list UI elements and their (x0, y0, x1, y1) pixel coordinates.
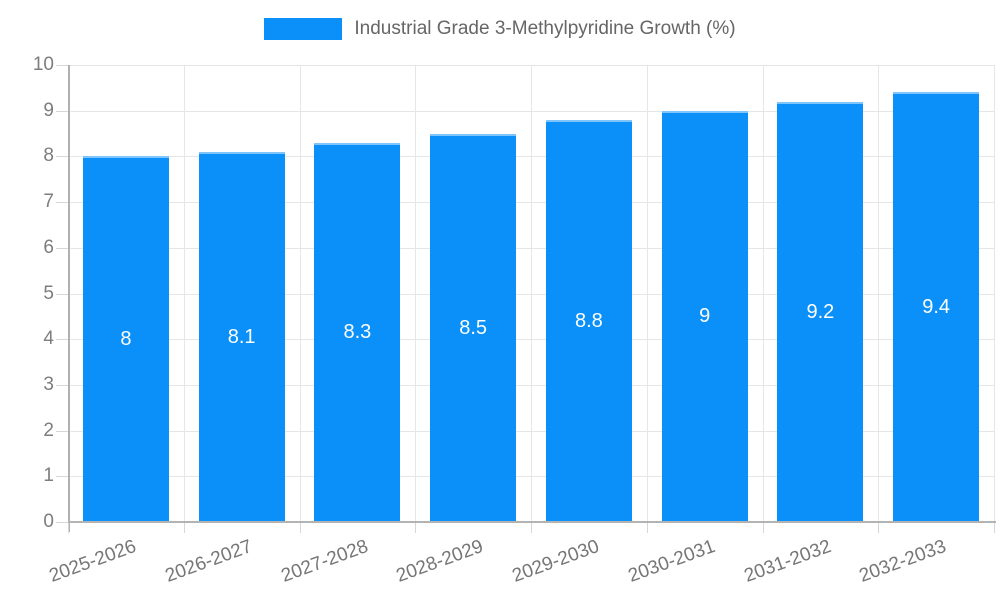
x-gridline (878, 65, 880, 522)
x-axis-tick-label: 2028-2029 (393, 536, 487, 587)
y-tick-mark (56, 476, 68, 478)
x-axis-tick-label: 2027-2028 (277, 536, 371, 587)
legend-item[interactable]: Industrial Grade 3-Methylpyridine Growth… (264, 18, 736, 40)
x-axis-tick-label: 2025-2026 (46, 536, 140, 587)
x-gridline (299, 65, 301, 522)
x-tick-mark (415, 523, 417, 533)
bar-value-label: 9.4 (922, 296, 951, 319)
y-tick-mark (56, 156, 68, 158)
x-axis-tick-label: 2026-2027 (162, 536, 255, 587)
y-axis-tick-label: 3 (43, 373, 54, 395)
x-tick-mark (762, 523, 764, 533)
bar-value-label: 8.8 (574, 309, 603, 332)
bar[interactable] (545, 119, 632, 522)
y-axis-line (68, 65, 70, 532)
x-tick-mark (299, 523, 301, 533)
x-gridline (646, 65, 648, 522)
x-tick-mark (183, 523, 185, 533)
y-tick-mark (56, 522, 68, 523)
bar-value-label: 8.5 (459, 316, 488, 339)
x-tick-mark (646, 523, 648, 533)
y-tick-mark (56, 430, 68, 432)
y-tick-mark (56, 202, 68, 204)
x-gridline (994, 65, 995, 522)
y-tick-mark (56, 65, 68, 66)
y-tick-mark (56, 384, 68, 386)
legend-series-label: Industrial Grade 3-Methylpyridine Growth… (354, 18, 736, 39)
bar[interactable] (198, 151, 285, 522)
y-axis-tick-label: 2 (43, 419, 54, 441)
y-axis-tick-label: 5 (43, 282, 54, 304)
y-axis-tick-label: 6 (43, 236, 54, 258)
x-gridline (762, 65, 764, 522)
x-tick-mark (531, 523, 532, 533)
y-axis-tick-label: 0 (43, 511, 54, 532)
y-tick-mark (56, 339, 68, 341)
x-gridline (183, 65, 185, 522)
y-axis-tick-label: 4 (43, 328, 54, 350)
y-axis-tick-label: 7 (43, 191, 54, 213)
bar-value-label: 8.1 (227, 325, 256, 348)
x-gridline (415, 65, 417, 522)
bar[interactable] (777, 101, 864, 522)
bar-value-label: 8.3 (343, 321, 372, 344)
x-tick-mark (68, 523, 69, 533)
x-axis-tick-label: 2032-2033 (856, 536, 950, 587)
x-axis-tick-label: 2029-2030 (509, 536, 603, 587)
x-tick-mark (994, 523, 995, 533)
y-axis-tick-label: 8 (43, 145, 54, 167)
y-tick-mark (56, 110, 68, 112)
y-tick-mark (56, 293, 68, 295)
y-axis-tick-label: 10 (32, 54, 54, 75)
chart-legend: Industrial Grade 3-Methylpyridine Growth… (0, 18, 1000, 40)
y-axis-tick-label: 1 (43, 465, 54, 487)
bar[interactable] (82, 156, 169, 522)
bar-value-label: 9 (699, 305, 711, 328)
bar[interactable] (893, 92, 980, 522)
y-tick-mark (56, 247, 68, 249)
chart-canvas[interactable]: 8 8.1 8.3 8.5 8.8 9 9.2 9.4 (68, 65, 995, 522)
bar[interactable] (430, 133, 517, 522)
y-axis-tick-label: 9 (43, 99, 54, 121)
bar-value-label: 9.2 (806, 300, 835, 323)
x-axis-tick-label: 2030-2031 (625, 536, 718, 587)
x-axis-line (68, 521, 996, 523)
x-gridline (531, 65, 532, 522)
x-axis-tick-label: 2031-2032 (740, 536, 834, 587)
bar[interactable] (314, 142, 401, 522)
legend-swatch-icon (264, 18, 343, 40)
x-tick-mark (878, 523, 880, 533)
bar-value-label: 8 (120, 328, 132, 351)
bar[interactable] (661, 110, 748, 522)
